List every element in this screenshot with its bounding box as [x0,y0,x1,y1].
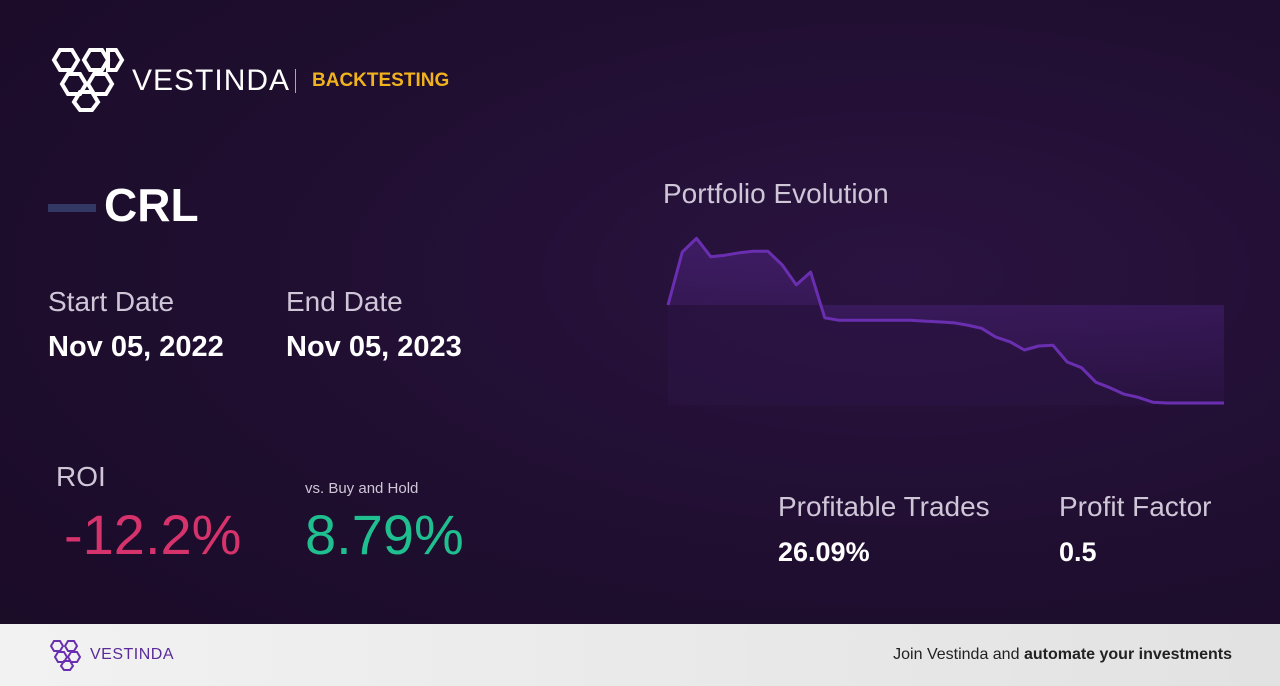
section-label: BACKTESTING [312,70,450,91]
footer-logo-icon [49,640,82,671]
roi-label: ROI [56,461,106,492]
end-label: End Date [286,286,403,317]
footer-brand: VESTINDA [90,646,175,663]
chart [666,236,1224,406]
compare-label: vs. Buy and Hold [305,480,419,497]
area [668,238,1224,403]
cta-bold[interactable]: automate your investments [1023,646,1232,663]
stat-value: 0.5 [1059,537,1097,567]
compare-value: 8.79% [305,503,464,566]
start-label: Start Date [48,286,175,317]
chart-title: Portfolio Evolution [663,178,889,209]
stat-label: Profitable Trades [778,491,990,522]
roi-value: -12.2% [64,503,242,566]
footer-cta: Join Vestinda and automate your investme… [893,646,1232,664]
stat-value: 26.09% [778,537,870,567]
logo-icon [51,48,125,112]
brand: VESTINDA [132,64,291,97]
end-value: Nov 05, 2023 [286,331,462,363]
start-value: Nov 05, 2022 [48,331,224,363]
cta-text: Join Vestinda and [893,646,1020,663]
company-logo [48,204,96,212]
line [666,236,1224,405]
ticker: CRL [104,179,199,231]
divider [295,69,296,93]
stat-label: Profit Factor [1059,491,1212,522]
footer: VESTINDA Join Vestinda and automate your… [0,624,1280,686]
